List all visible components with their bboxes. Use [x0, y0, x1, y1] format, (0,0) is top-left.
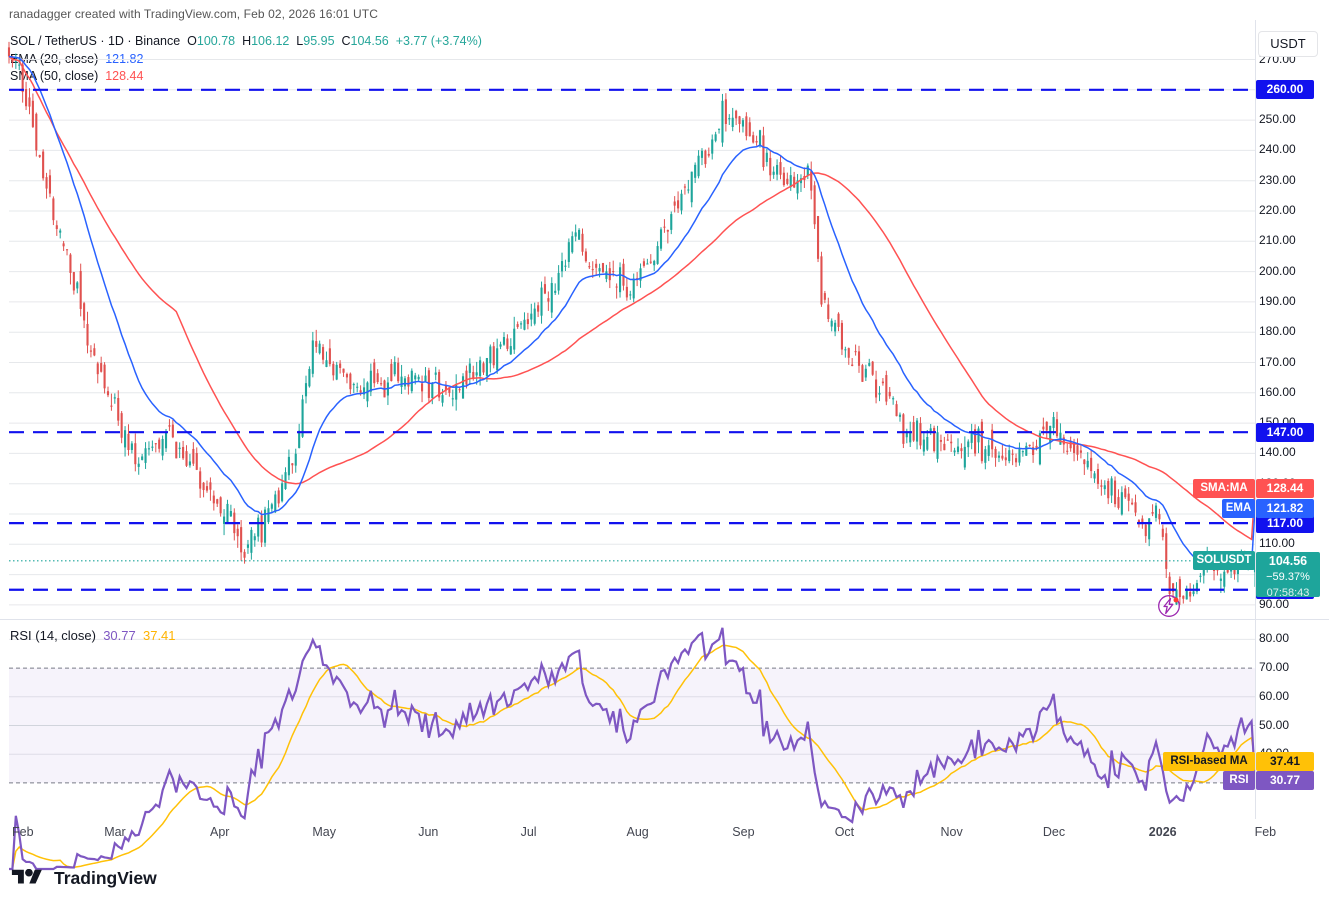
svg-text:TradingView: TradingView: [54, 869, 157, 888]
